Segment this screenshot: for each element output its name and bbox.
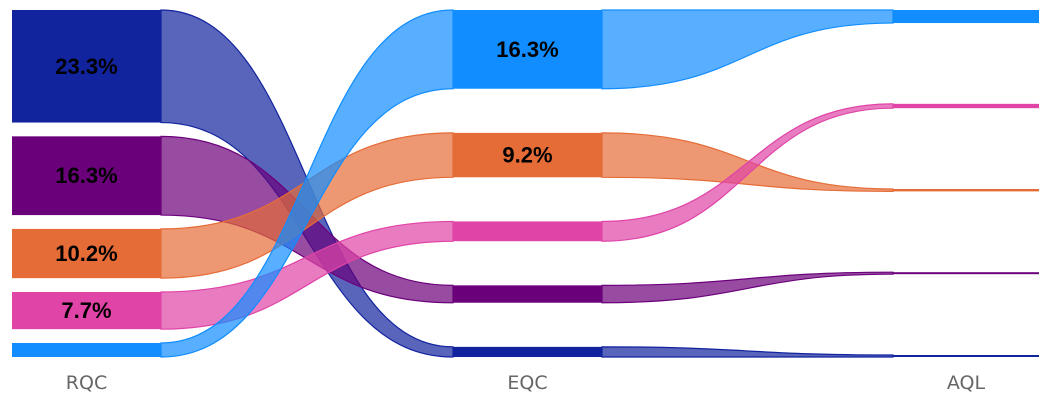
ribbon-layer [160,9,894,358]
data-label-s5-stage2: 16.3% [496,37,558,62]
bar-s4-stage2[interactable] [453,221,602,242]
stage-label-2: EQC [507,372,547,394]
data-label-s3-stage2: 9.2% [502,143,552,168]
data-label-s1-stage1: 23.3% [55,54,117,79]
bar-s3-stage3[interactable] [893,188,1039,192]
bar-s1-stage3[interactable] [893,355,1039,357]
bar-s2-stage2[interactable] [453,285,602,303]
bar-s1-stage1[interactable] [12,10,161,123]
bar-layer [12,10,1039,357]
label-layer: 23.3% 16.3% 10.2% 9.2% 7.7% 16.3% [55,37,558,323]
data-label-s3-stage1: 10.2% [55,241,117,266]
bar-s2-stage3[interactable] [893,272,1039,275]
stage-label-1: RQC [66,372,107,394]
bar-s5-stage2[interactable] [453,10,602,89]
bar-s4-stage1[interactable] [12,291,161,330]
ribbon-s1-stage2-to-stage3 [601,346,894,358]
bar-s5-stage3[interactable] [893,10,1039,24]
bar-s3-stage1[interactable] [12,228,161,279]
bar-s2-stage1[interactable] [12,136,161,216]
bar-s4-stage3[interactable] [893,103,1039,109]
data-label-s2-stage1: 16.3% [55,163,117,188]
bar-s1-stage2[interactable] [453,346,602,357]
ribbon-s2-stage2-to-stage3 [601,271,894,304]
data-label-s4-stage1: 7.7% [61,298,111,323]
stage-axis: RQC EQC AQL [66,372,986,394]
ribbon-s5-stage2-to-stage3 [601,9,894,90]
bar-s5-stage1[interactable] [12,342,161,357]
stage-label-3: AQL [947,372,986,394]
bar-s3-stage2[interactable] [453,132,602,178]
